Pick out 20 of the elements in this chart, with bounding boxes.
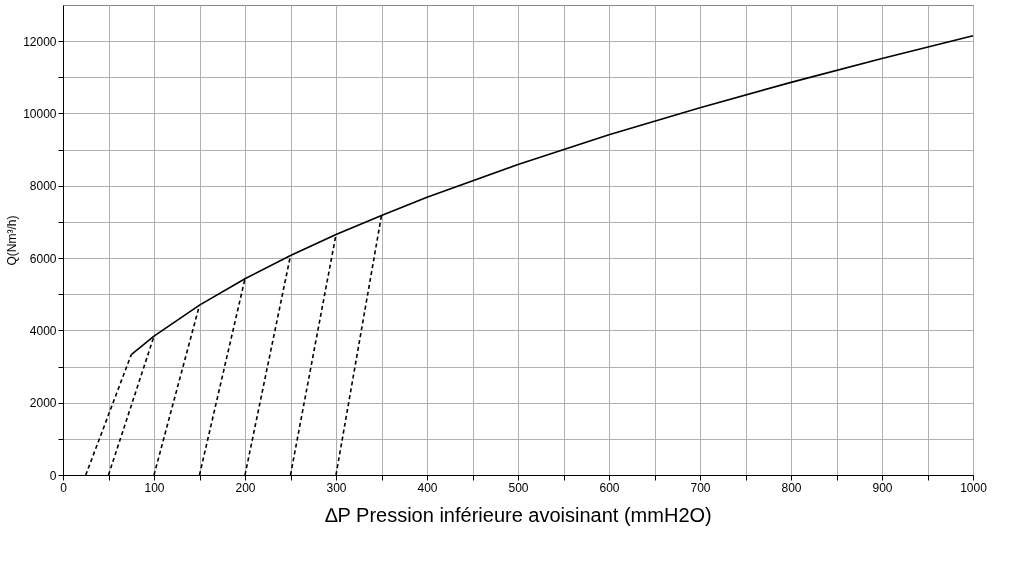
- x-tick-label: 1000: [960, 480, 988, 495]
- x-tick-label: 300: [326, 480, 347, 495]
- x-tick-label: 100: [144, 480, 165, 495]
- y-axis-title: Q(Nm³/h): [5, 215, 20, 266]
- x-axis-title: ∆P Pression inférieure avoisinant (mmH2O): [325, 503, 712, 526]
- y-tick-label: 12000: [23, 34, 57, 49]
- x-tick-label: 500: [508, 480, 529, 495]
- x-tick-label: 200: [235, 480, 256, 495]
- x-tick-label: 700: [690, 480, 711, 495]
- x-tick-label: 400: [417, 480, 438, 495]
- x-tick-label: 600: [599, 480, 620, 495]
- y-tick-label: 2000: [29, 396, 57, 411]
- y-tick-label: 0: [49, 468, 57, 483]
- x-tick-label: 800: [781, 480, 802, 495]
- x-tick-label: 0: [60, 480, 68, 495]
- y-tick-label: 10000: [23, 106, 57, 121]
- y-tick-label: 8000: [29, 179, 57, 194]
- y-tick-label: 6000: [29, 251, 57, 266]
- x-tick-label: 900: [872, 480, 893, 495]
- y-tick-label: 4000: [29, 323, 57, 338]
